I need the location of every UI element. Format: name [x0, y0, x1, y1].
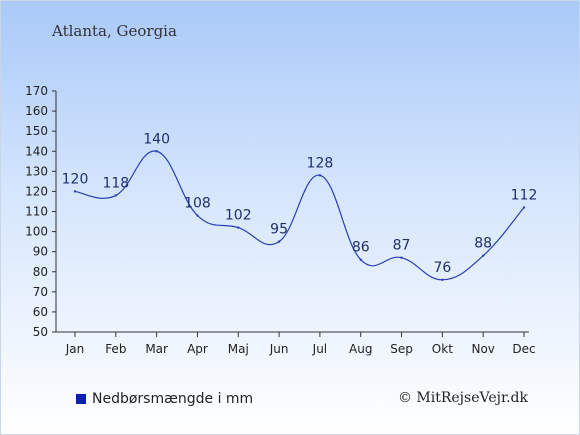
data-point	[481, 254, 485, 257]
data-label: 140	[143, 131, 170, 147]
data-point	[441, 278, 444, 281]
data-point	[73, 190, 77, 193]
x-tick-label: Feb	[105, 342, 126, 356]
x-tick-label: Jul	[312, 342, 327, 356]
y-tick-label: 100	[25, 225, 48, 239]
copyright-text: © MitRejseVejr.dk	[397, 390, 528, 406]
legend-label: Nedbørsmængde i mm	[92, 391, 254, 407]
x-tick-label: Apr	[187, 342, 208, 356]
y-tick-label: 170	[25, 84, 48, 98]
series-group	[73, 150, 526, 281]
data-point	[359, 258, 362, 261]
chart-title: Atlanta, Georgia	[52, 22, 177, 40]
data-label: 102	[225, 208, 252, 224]
x-tick-label: Jun	[269, 342, 289, 356]
y-tick-label: 90	[33, 245, 48, 259]
data-point	[196, 214, 199, 217]
data-label: 87	[393, 238, 411, 254]
data-label: 120	[62, 171, 89, 187]
data-point	[277, 240, 281, 243]
axes	[55, 91, 529, 333]
data-label: 128	[307, 155, 334, 171]
y-tick-label: 160	[25, 104, 48, 118]
x-tick-label: Okt	[432, 342, 453, 356]
data-label: 118	[102, 175, 129, 191]
y-tick-label: 140	[25, 144, 48, 158]
x-tick-label: Sep	[390, 342, 413, 356]
precipitation-series-line	[74, 150, 525, 281]
x-tick-label: Dec	[512, 342, 535, 356]
x-tick-label: Aug	[349, 342, 372, 356]
data-label: 108	[184, 196, 211, 212]
legend: Nedbørsmængde i mm	[76, 391, 253, 407]
data-label: 95	[270, 222, 288, 238]
data-point	[155, 150, 158, 153]
data-labels: 120 118 140 108 102 95 128 86 87 76 88 112	[62, 131, 538, 276]
y-tick-label: 150	[25, 124, 48, 138]
data-point	[522, 206, 526, 209]
y-tick-label: 50	[33, 325, 48, 339]
x-tick-label: Maj	[228, 342, 249, 356]
x-tick-label: Jan	[65, 342, 85, 356]
data-label: 112	[511, 187, 538, 203]
data-point	[318, 174, 322, 177]
data-label: 76	[433, 260, 451, 276]
y-axis-ticks: 50 60 70 80 90 100 110 120 130 140 150 160 170	[25, 84, 56, 339]
x-axis-ticks: Jan Feb Mar Apr Maj Jun Jul Aug Sep Okt Nov Dec	[65, 332, 536, 356]
data-point	[114, 194, 118, 197]
x-tick-label: Nov	[471, 342, 494, 356]
y-tick-label: 130	[25, 164, 48, 178]
y-tick-label: 120	[25, 184, 48, 198]
data-point	[400, 256, 403, 259]
data-label: 86	[352, 240, 370, 256]
x-tick-label: Mar	[145, 342, 168, 356]
data-point	[237, 226, 240, 229]
y-tick-label: 80	[33, 265, 48, 279]
y-tick-label: 60	[33, 305, 48, 319]
legend-swatch-icon	[76, 394, 86, 404]
y-tick-label: 110	[25, 205, 48, 219]
data-label: 88	[474, 236, 492, 252]
y-tick-label: 70	[33, 285, 48, 299]
